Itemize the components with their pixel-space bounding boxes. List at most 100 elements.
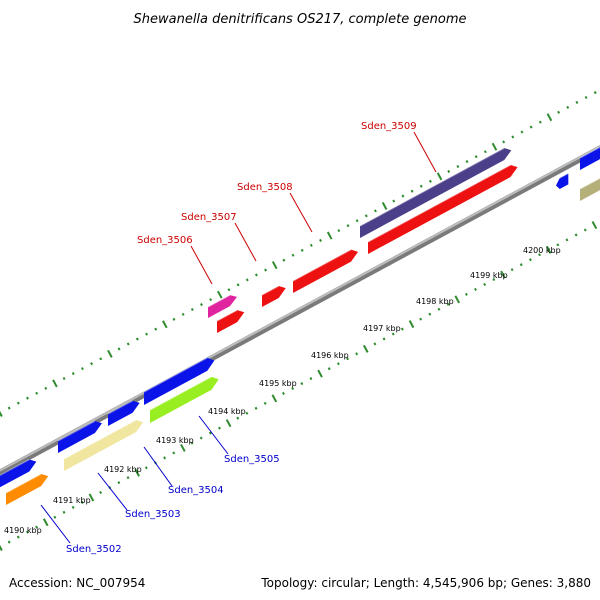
gene-sden-3506[interactable] bbox=[207, 294, 238, 318]
scale-label: 4193 kbp bbox=[156, 436, 194, 445]
tick-mark bbox=[180, 443, 186, 452]
gene-left-blue-2[interactable] bbox=[57, 420, 102, 453]
tick-mark bbox=[410, 189, 414, 193]
label-sden-3506[interactable]: Sden_3506 bbox=[137, 235, 193, 246]
tick-mark bbox=[218, 426, 221, 430]
gene-sden-3503[interactable] bbox=[63, 419, 144, 471]
tick-mark bbox=[382, 337, 386, 341]
tick-mark bbox=[317, 369, 323, 378]
label-sden-3504[interactable]: Sden_3504 bbox=[168, 485, 224, 496]
tick-mark bbox=[355, 352, 359, 356]
tick-mark bbox=[545, 245, 552, 254]
tick-mark bbox=[90, 362, 94, 366]
tick-mark bbox=[408, 320, 415, 329]
tick-mark bbox=[436, 172, 443, 181]
tick-mark bbox=[381, 201, 388, 210]
tick-mark bbox=[428, 312, 432, 316]
gene-sden-3506-part[interactable] bbox=[216, 309, 245, 333]
label-sden-3505[interactable]: Sden_3505 bbox=[224, 454, 280, 465]
tick-mark bbox=[346, 357, 349, 361]
gene-sden-3502[interactable] bbox=[5, 473, 49, 505]
tick-mark bbox=[336, 362, 340, 366]
tick-mark bbox=[309, 243, 313, 247]
tick-mark bbox=[126, 342, 130, 346]
tick-mark bbox=[400, 327, 404, 331]
tick-mark bbox=[364, 214, 368, 218]
tick-mark bbox=[500, 270, 506, 279]
tick-mark bbox=[355, 219, 359, 223]
label-sden-3509[interactable]: Sden_3509 bbox=[361, 121, 417, 132]
leader-sden-3504 bbox=[143, 446, 173, 487]
tick-mark bbox=[217, 290, 223, 299]
tick-mark bbox=[264, 268, 268, 272]
tick-mark bbox=[52, 379, 58, 388]
tick-mark bbox=[99, 490, 103, 495]
tick-mark bbox=[474, 155, 478, 159]
gene-left-blue[interactable] bbox=[0, 458, 37, 490]
tick-mark bbox=[7, 540, 11, 544]
tick-mark bbox=[419, 184, 423, 188]
gene-sden-3509[interactable] bbox=[359, 147, 512, 238]
tick-mark bbox=[483, 282, 487, 287]
gene-sden-3508[interactable] bbox=[292, 248, 359, 293]
tick-mark bbox=[474, 287, 477, 291]
tick-mark bbox=[565, 238, 569, 242]
tick-mark bbox=[446, 302, 450, 306]
map-title: Shewanella denitrificans OS217, complete… bbox=[134, 12, 467, 27]
tick-mark bbox=[88, 493, 95, 502]
tick-mark bbox=[374, 209, 377, 213]
tick-mark bbox=[199, 436, 203, 440]
label-sden-3508[interactable]: Sden_3508 bbox=[237, 182, 293, 193]
tick-mark bbox=[271, 394, 278, 403]
gene-sden-3508-extended[interactable] bbox=[367, 164, 518, 254]
tick-mark bbox=[464, 292, 468, 296]
label-sden-3507[interactable]: Sden_3507 bbox=[181, 212, 237, 223]
gene-right-blue[interactable] bbox=[555, 172, 569, 190]
gene-left-blue-3[interactable] bbox=[107, 400, 140, 426]
label-sden-3503[interactable]: Sden_3503 bbox=[125, 509, 181, 520]
tick-mark bbox=[447, 169, 451, 173]
tick-mark bbox=[465, 160, 469, 164]
tick-mark bbox=[491, 142, 498, 151]
gene-right-olive[interactable] bbox=[579, 177, 600, 201]
tick-mark bbox=[454, 295, 461, 304]
tick-mark bbox=[107, 349, 113, 358]
tick-mark bbox=[327, 367, 331, 371]
tick-mark bbox=[254, 406, 258, 410]
tick-mark bbox=[99, 357, 103, 361]
label-sden-3502[interactable]: Sden_3502 bbox=[66, 544, 122, 555]
tick-mark bbox=[492, 277, 496, 282]
tick-mark bbox=[42, 518, 49, 527]
tick-mark bbox=[0, 410, 3, 417]
tick-mark bbox=[35, 525, 39, 529]
tick-mark bbox=[282, 391, 285, 395]
tick-mark bbox=[162, 320, 168, 329]
leader-sden-3509 bbox=[413, 131, 437, 173]
tick-mark bbox=[456, 164, 460, 169]
tick-mark bbox=[7, 406, 11, 410]
tick-mark bbox=[227, 288, 231, 292]
tick-mark bbox=[300, 382, 304, 386]
tick-mark bbox=[80, 500, 84, 504]
tick-mark bbox=[0, 544, 3, 551]
tick-mark bbox=[309, 377, 313, 381]
tick-mark bbox=[300, 248, 304, 252]
gene-sden-3507[interactable] bbox=[261, 285, 286, 307]
tick-mark bbox=[583, 228, 587, 232]
tick-mark bbox=[135, 337, 139, 341]
gene-sden-3505[interactable] bbox=[149, 376, 219, 423]
tick-mark bbox=[419, 317, 423, 321]
scale-label: 4190 kbp bbox=[4, 526, 42, 535]
gene-features bbox=[0, 146, 600, 505]
leader-sden-3505 bbox=[198, 415, 229, 455]
tick-mark bbox=[584, 95, 588, 100]
tick-mark bbox=[291, 386, 295, 391]
gene-right-blue-2[interactable] bbox=[579, 146, 600, 170]
scale-label: 4192 kbp bbox=[104, 465, 142, 474]
tick-mark bbox=[62, 510, 66, 514]
tick-mark bbox=[591, 221, 598, 230]
gene-left-blue-4[interactable] bbox=[143, 357, 215, 405]
tick-mark bbox=[363, 344, 369, 353]
tick-mark bbox=[26, 396, 29, 400]
